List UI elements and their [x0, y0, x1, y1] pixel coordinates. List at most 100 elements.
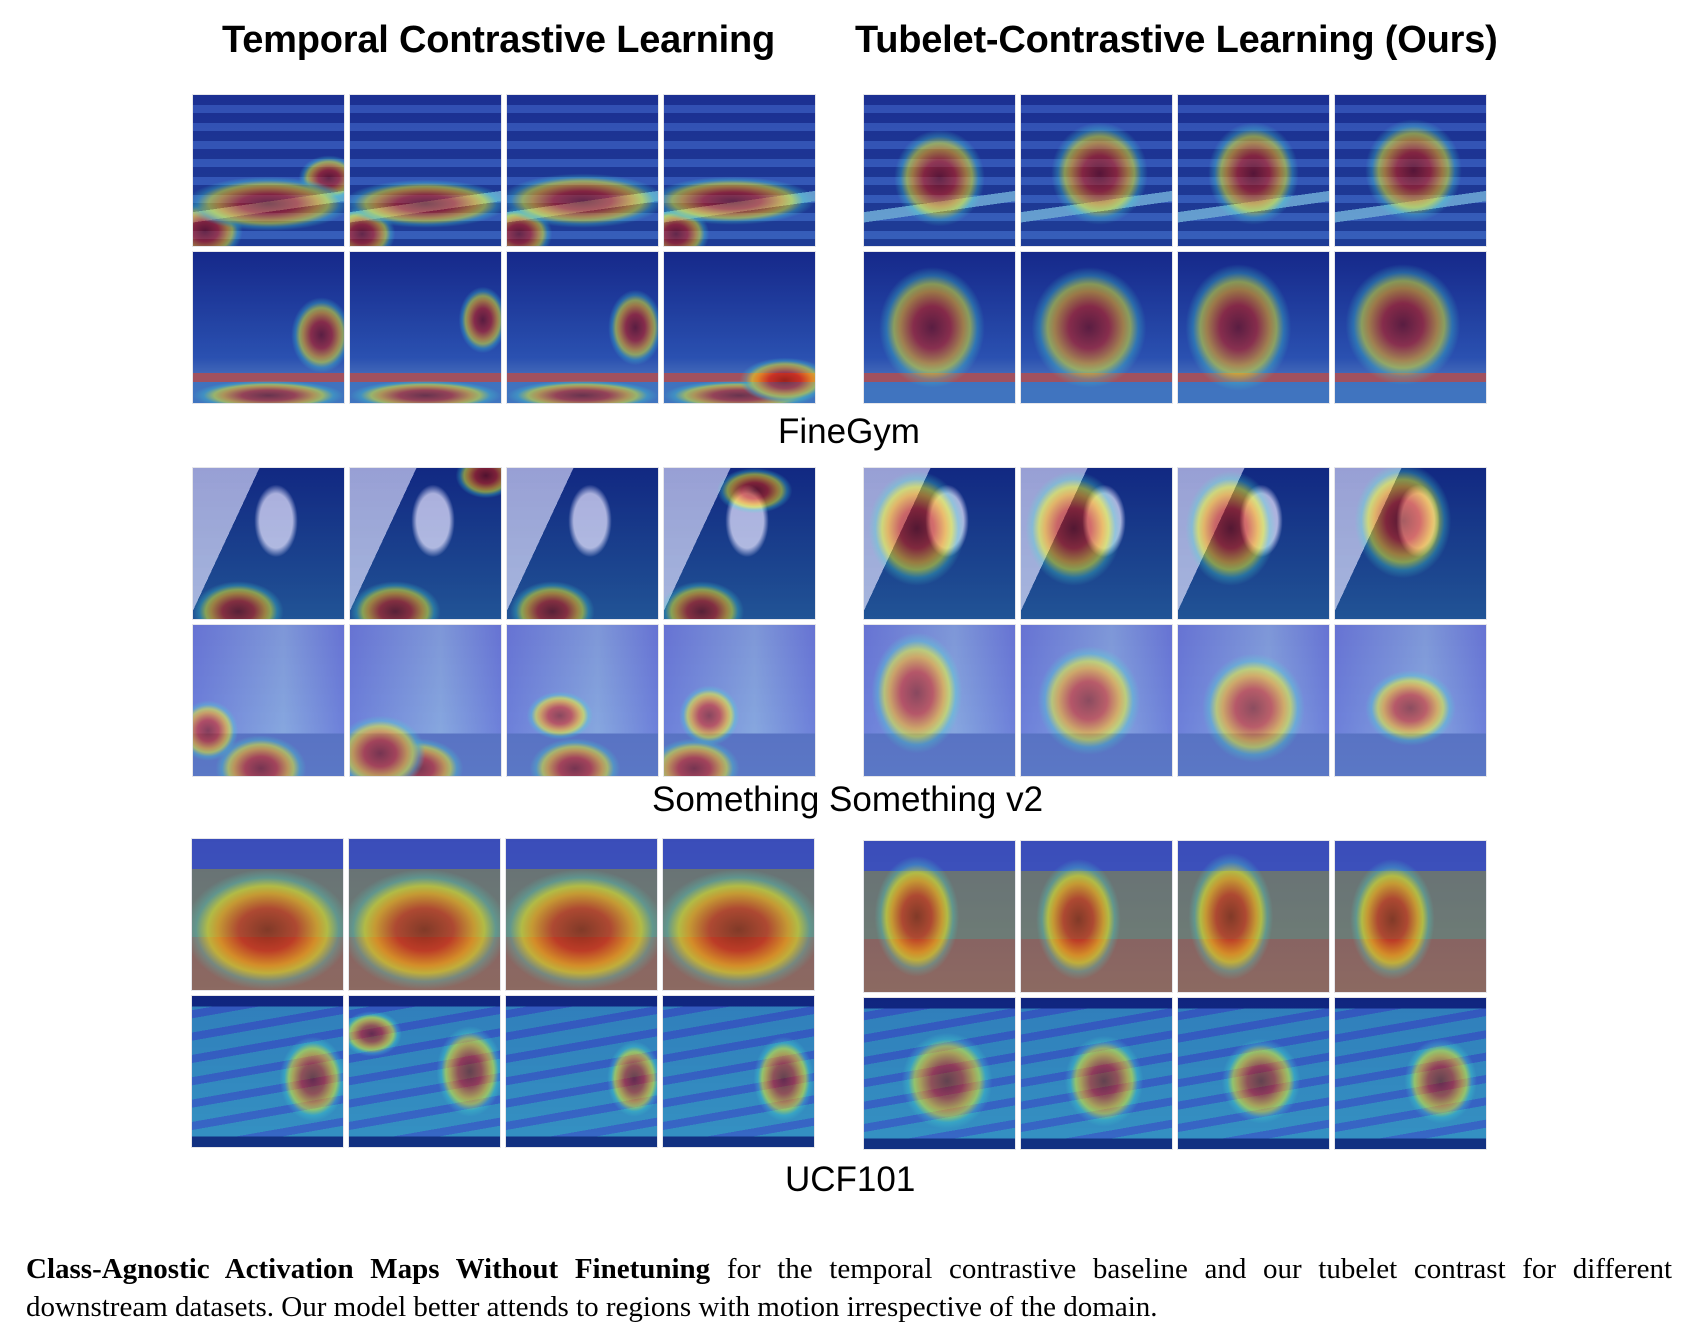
heatmap-overlay	[349, 996, 500, 1147]
activation-map-frame	[506, 996, 657, 1147]
activation-map-frame	[1178, 95, 1329, 246]
heatmap-overlay	[507, 625, 658, 776]
heatmap-overlay	[350, 252, 501, 403]
heatmap-overlay	[507, 252, 658, 403]
heatmap-overlay	[350, 625, 501, 776]
heatmap-overlay	[1335, 468, 1486, 619]
heatmap-overlay	[507, 95, 658, 246]
activation-map-frame	[507, 252, 658, 403]
ssv2-ours-grid	[864, 468, 1486, 776]
activation-map-frame	[1021, 95, 1172, 246]
heatmap-overlay	[1335, 95, 1486, 246]
heatmap-overlay	[192, 839, 343, 990]
heatmap-overlay	[1178, 468, 1329, 619]
caption-title: Class-Agnostic Activation Maps Without F…	[26, 1253, 711, 1285]
activation-map-frame	[507, 625, 658, 776]
activation-map-frame	[507, 95, 658, 246]
heatmap-overlay	[193, 252, 344, 403]
heatmap-overlay	[1178, 95, 1329, 246]
heatmap-overlay	[864, 625, 1015, 776]
heatmap-overlay	[1021, 998, 1172, 1149]
heatmap-overlay	[1021, 252, 1172, 403]
heatmap-overlay	[663, 839, 814, 990]
activation-map-frame	[350, 625, 501, 776]
heatmap-overlay	[1178, 625, 1329, 776]
caption-body: for the temporal contrastive baseline an…	[26, 1253, 1672, 1323]
heatmap-overlay	[1178, 998, 1329, 1149]
activation-map-frame	[663, 996, 814, 1147]
heatmap-overlay	[1021, 95, 1172, 246]
ucf101-baseline-grid	[192, 839, 814, 1147]
activation-map-frame	[664, 468, 815, 619]
dataset-label-ssv2: Something Something v2	[652, 780, 1044, 819]
activation-map-frame	[1178, 252, 1329, 403]
ucf101-ours-grid	[864, 841, 1486, 1149]
activation-map-frame	[864, 841, 1015, 992]
heatmap-overlay	[349, 839, 500, 990]
activation-map-frame	[1021, 252, 1172, 403]
heatmap-overlay	[864, 95, 1015, 246]
ssv2-baseline-grid	[193, 468, 815, 776]
activation-map-frame	[349, 839, 500, 990]
column-title-temporal-contrastive: Temporal Contrastive Learning	[222, 19, 776, 61]
activation-map-frame	[192, 839, 343, 990]
activation-map-frame	[1335, 468, 1486, 619]
activation-map-frame	[1021, 468, 1172, 619]
activation-map-frame	[1021, 841, 1172, 992]
activation-map-frame	[864, 252, 1015, 403]
finegym-ours-grid	[864, 95, 1486, 403]
activation-map-frame	[663, 839, 814, 990]
figure-caption: Class-Agnostic Activation Maps Without F…	[26, 1250, 1672, 1326]
heatmap-overlay	[506, 996, 657, 1147]
heatmap-overlay	[1335, 252, 1486, 403]
heatmap-overlay	[350, 95, 501, 246]
activation-map-frame	[193, 468, 344, 619]
activation-map-frame	[1335, 998, 1486, 1149]
heatmap-overlay	[1021, 841, 1172, 992]
activation-map-frame	[1335, 841, 1486, 992]
heatmap-overlay	[664, 468, 815, 619]
heatmap-overlay	[1335, 998, 1486, 1149]
activation-map-frame	[1335, 95, 1486, 246]
heatmap-overlay	[193, 468, 344, 619]
heatmap-overlay	[664, 252, 815, 403]
heatmap-overlay	[864, 468, 1015, 619]
heatmap-overlay	[1335, 841, 1486, 992]
dataset-label-ucf101: UCF101	[785, 1160, 916, 1199]
heatmap-overlay	[193, 95, 344, 246]
activation-map-frame	[350, 252, 501, 403]
activation-map-frame	[349, 996, 500, 1147]
activation-map-frame	[1178, 841, 1329, 992]
heatmap-overlay	[1335, 625, 1486, 776]
activation-map-frame	[1021, 998, 1172, 1149]
activation-map-frame	[864, 625, 1015, 776]
heatmap-overlay	[864, 841, 1015, 992]
activation-map-frame	[507, 468, 658, 619]
heatmap-overlay	[1178, 252, 1329, 403]
activation-map-frame	[350, 468, 501, 619]
activation-map-frame	[1335, 252, 1486, 403]
dataset-label-finegym: FineGym	[778, 412, 920, 451]
heatmap-overlay	[193, 625, 344, 776]
activation-map-frame	[664, 625, 815, 776]
activation-map-frame	[193, 95, 344, 246]
heatmap-overlay	[192, 996, 343, 1147]
heatmap-overlay	[1178, 841, 1329, 992]
heatmap-overlay	[864, 252, 1015, 403]
activation-map-frame	[1335, 625, 1486, 776]
heatmap-overlay	[507, 468, 658, 619]
activation-map-frame	[350, 95, 501, 246]
activation-map-frame	[193, 252, 344, 403]
finegym-baseline-grid	[193, 95, 815, 403]
activation-map-frame	[864, 95, 1015, 246]
activation-map-frame	[1021, 625, 1172, 776]
heatmap-overlay	[864, 998, 1015, 1149]
activation-map-frame	[193, 625, 344, 776]
heatmap-overlay	[664, 625, 815, 776]
activation-map-frame	[1178, 625, 1329, 776]
heatmap-overlay	[1021, 468, 1172, 619]
activation-map-frame	[1178, 998, 1329, 1149]
activation-map-frame	[664, 252, 815, 403]
heatmap-overlay	[506, 839, 657, 990]
activation-map-frame	[864, 468, 1015, 619]
